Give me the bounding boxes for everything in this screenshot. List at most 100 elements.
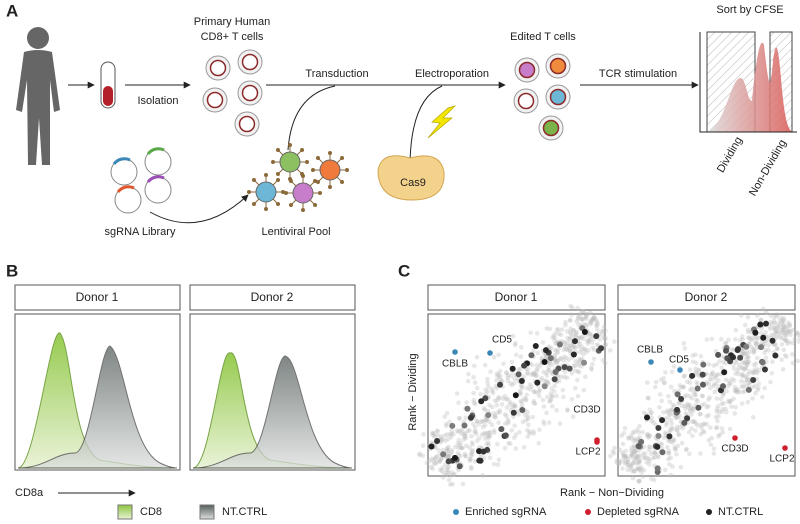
background-point bbox=[645, 395, 651, 401]
background-point bbox=[792, 336, 797, 342]
background-point bbox=[445, 468, 451, 474]
background-point bbox=[724, 388, 730, 394]
background-point bbox=[588, 319, 593, 325]
background-point bbox=[518, 399, 523, 404]
spike-tip bbox=[288, 178, 293, 183]
background-point bbox=[505, 417, 511, 422]
background-point bbox=[630, 449, 635, 455]
background-point bbox=[706, 397, 711, 402]
background-point bbox=[737, 338, 743, 343]
background-point bbox=[495, 462, 501, 467]
ntctrl-point bbox=[502, 432, 509, 439]
background-point bbox=[691, 390, 696, 395]
ntctrl-point bbox=[598, 345, 605, 352]
background-point bbox=[472, 424, 478, 430]
legend-label: NT.CTRL bbox=[718, 506, 763, 518]
background-point bbox=[693, 421, 699, 426]
arrow bbox=[149, 194, 249, 224]
background-point bbox=[716, 433, 721, 439]
background-point bbox=[728, 381, 733, 386]
background-point bbox=[478, 419, 484, 424]
ntctrl-point bbox=[532, 342, 539, 349]
background-point bbox=[586, 339, 592, 344]
background-point bbox=[506, 419, 511, 424]
background-point bbox=[652, 450, 657, 455]
background-point bbox=[614, 460, 620, 465]
background-point bbox=[549, 386, 555, 391]
panel-label: C bbox=[398, 261, 410, 280]
background-point bbox=[561, 347, 566, 353]
panel-label: B bbox=[6, 261, 18, 280]
background-point bbox=[684, 379, 690, 385]
background-point bbox=[522, 412, 528, 418]
ntctrl-point bbox=[482, 395, 489, 402]
background-point bbox=[661, 435, 667, 441]
background-point bbox=[579, 316, 584, 322]
background-point bbox=[584, 314, 589, 319]
background-point bbox=[520, 385, 525, 390]
ntctrl-point bbox=[498, 426, 505, 433]
background-point bbox=[581, 387, 587, 393]
background-point bbox=[646, 444, 652, 449]
virus bbox=[292, 182, 314, 204]
background-point bbox=[637, 459, 642, 464]
background-point bbox=[668, 455, 673, 461]
background-point bbox=[562, 369, 568, 375]
background-point bbox=[491, 354, 497, 360]
axis-label: CD8a bbox=[15, 487, 44, 499]
gate-label: Dividing bbox=[715, 135, 745, 175]
background-point bbox=[576, 369, 582, 375]
cell-core bbox=[241, 53, 259, 71]
background-point bbox=[784, 332, 789, 338]
ntctrl-point bbox=[461, 422, 468, 429]
connector bbox=[287, 85, 336, 151]
background-point bbox=[775, 312, 780, 317]
background-point bbox=[716, 378, 721, 383]
background-point bbox=[504, 413, 509, 419]
background-point bbox=[480, 424, 486, 430]
background-point bbox=[462, 433, 468, 439]
background-point bbox=[776, 329, 781, 334]
background-point bbox=[434, 459, 440, 465]
background-point bbox=[551, 333, 557, 339]
background-point bbox=[548, 391, 554, 396]
background-point bbox=[750, 335, 756, 340]
background-point bbox=[676, 431, 681, 437]
ntctrl-point bbox=[674, 391, 681, 398]
ntctrl-point bbox=[510, 409, 517, 416]
background-point bbox=[781, 347, 787, 353]
background-point bbox=[552, 383, 558, 389]
sort-title: Sort by CFSE bbox=[716, 4, 783, 16]
background-point bbox=[691, 406, 696, 412]
background-point bbox=[525, 416, 531, 422]
background-point bbox=[632, 449, 637, 454]
background-point bbox=[594, 323, 599, 328]
panel-title: Donor 1 bbox=[76, 290, 119, 304]
ntctrl-point bbox=[552, 369, 559, 376]
background-point bbox=[473, 428, 478, 434]
background-point bbox=[723, 340, 729, 346]
background-point bbox=[574, 330, 579, 336]
background-point bbox=[745, 314, 751, 320]
background-point bbox=[536, 441, 542, 446]
background-point bbox=[468, 464, 474, 470]
cell-core bbox=[206, 91, 224, 109]
background-point bbox=[523, 396, 529, 402]
background-point bbox=[739, 384, 745, 389]
highlight-point bbox=[677, 367, 683, 373]
ntctrl-point bbox=[681, 419, 688, 426]
spike-tip bbox=[276, 202, 281, 207]
background-point bbox=[497, 408, 503, 413]
background-point bbox=[781, 323, 786, 329]
background-point bbox=[556, 327, 561, 332]
background-point bbox=[774, 346, 780, 352]
background-point bbox=[614, 458, 620, 463]
background-point bbox=[774, 314, 780, 319]
background-point bbox=[727, 399, 733, 404]
background-point bbox=[690, 359, 696, 365]
background-point bbox=[746, 359, 752, 365]
background-point bbox=[558, 332, 564, 338]
background-point bbox=[687, 451, 692, 457]
background-point bbox=[483, 418, 489, 423]
background-point bbox=[690, 353, 695, 358]
